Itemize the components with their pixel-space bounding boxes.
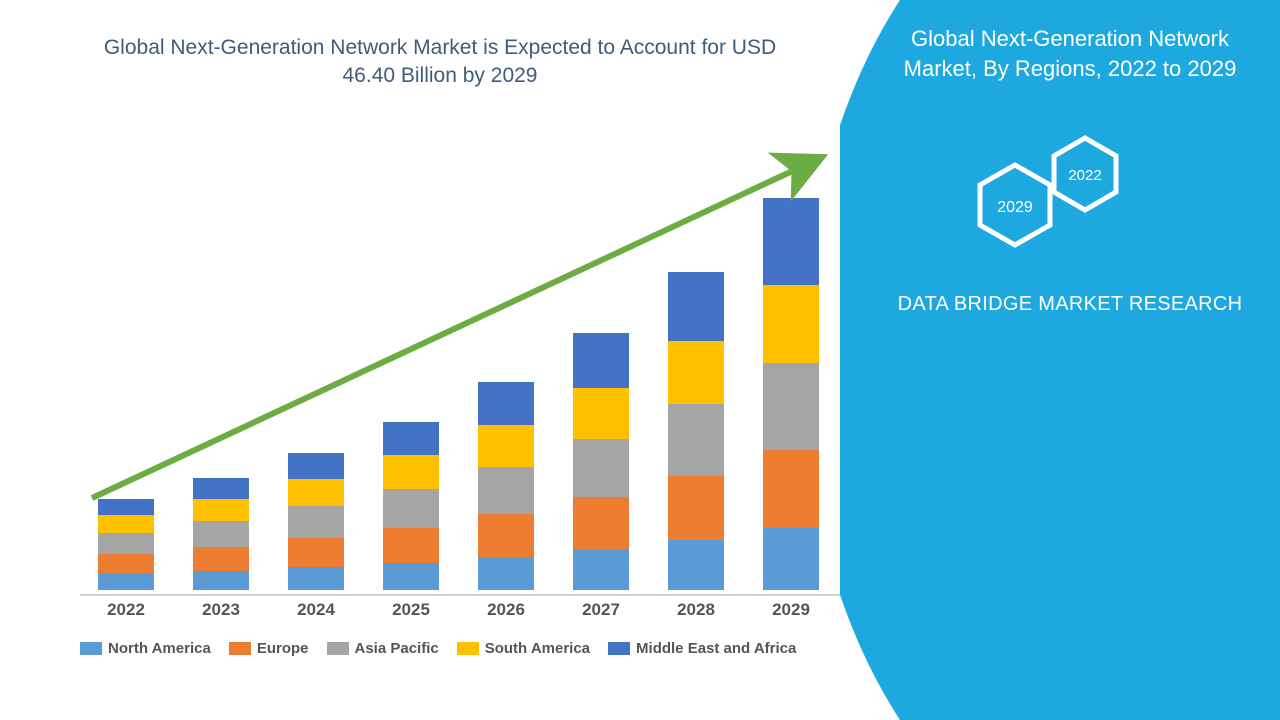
xlabel-2024: 2024 [276,600,356,620]
page: Global Next-Generation Network Market, B… [0,0,1280,720]
bars-container [80,150,840,590]
hex-2029-label: 2029 [997,199,1033,216]
side-brand: DATA BRIDGE MARKET RESEARCH [880,290,1260,318]
bar-seg-north-america [288,567,344,590]
bar-seg-north-america [573,550,629,590]
side-panel-title: Global Next-Generation Network Market, B… [880,24,1260,83]
bar-2025 [383,422,439,590]
xlabel-2029: 2029 [751,600,831,620]
bar-seg-europe [98,554,154,573]
xlabel-2022: 2022 [86,600,166,620]
hex-2022-label: 2022 [1068,167,1101,184]
bar-2029 [763,198,819,590]
bar-seg-middle-east-and-africa [98,499,154,516]
legend-item-asia-pacific: Asia Pacific [327,640,439,657]
bar-seg-south-america [573,388,629,439]
bar-seg-north-america [763,528,819,590]
xlabel-2025: 2025 [371,600,451,620]
bar-seg-asia-pacific [763,363,819,450]
bar-seg-south-america [98,515,154,533]
bar-seg-middle-east-and-africa [763,198,819,285]
bar-seg-south-america [668,341,724,404]
legend-swatch [608,642,630,655]
bar-2022 [98,499,154,591]
bar-seg-europe [573,497,629,550]
bar-seg-north-america [98,573,154,590]
legend-item-middle-east-and-africa: Middle East and Africa [608,640,796,657]
bar-seg-europe [478,514,534,557]
bar-seg-middle-east-and-africa [668,272,724,341]
bar-seg-south-america [383,455,439,488]
legend-swatch [327,642,349,655]
bar-seg-europe [193,547,249,571]
legend-item-south-america: South America [457,640,590,657]
side-curve [840,0,1280,720]
legend-swatch [229,642,251,655]
bar-2023 [193,478,249,590]
bar-seg-asia-pacific [668,404,724,475]
xlabel-2026: 2026 [466,600,546,620]
bar-seg-north-america [383,563,439,590]
legend: North America Europe Asia Pacific South Ame… [80,640,860,657]
bar-2027 [573,333,629,590]
bar-seg-europe [763,450,819,527]
x-labels: 2022 2023 2024 2025 2026 2027 2028 2029 [80,596,840,620]
bar-seg-north-america [193,571,249,590]
legend-label: North America [108,640,211,657]
bar-2028 [668,272,724,590]
bar-seg-asia-pacific [193,521,249,547]
legend-item-north-america: North America [80,640,211,657]
chart: Global Next-Generation Network Market is… [40,20,840,700]
xlabel-2028: 2028 [656,600,736,620]
bar-seg-asia-pacific [288,506,344,538]
xlabel-2023: 2023 [181,600,261,620]
bar-seg-middle-east-and-africa [288,453,344,479]
chart-title: Global Next-Generation Network Market is… [80,34,800,91]
legend-swatch [80,642,102,655]
bar-seg-north-america [668,540,724,590]
legend-label: Middle East and Africa [636,640,796,657]
hex-2029: 2029 [980,165,1050,245]
bar-seg-asia-pacific [573,439,629,497]
bar-seg-asia-pacific [98,533,154,554]
bar-seg-asia-pacific [478,467,534,515]
hex-badges: 2029 2022 [960,130,1180,270]
legend-item-europe: Europe [229,640,309,657]
bar-seg-middle-east-and-africa [383,422,439,455]
side-panel: Global Next-Generation Network Market, B… [840,0,1280,720]
bar-seg-middle-east-and-africa [573,333,629,388]
bar-2024 [288,453,344,590]
legend-label: Asia Pacific [355,640,439,657]
xlabel-2027: 2027 [561,600,641,620]
legend-label: South America [485,640,590,657]
bar-seg-south-america [478,425,534,466]
bar-seg-europe [383,528,439,563]
bar-seg-europe [668,476,724,540]
bar-seg-south-america [288,479,344,506]
bar-seg-south-america [193,499,249,521]
bar-seg-asia-pacific [383,489,439,528]
bar-seg-middle-east-and-africa [193,478,249,499]
bar-seg-north-america [478,557,534,590]
bar-2026 [478,382,534,590]
bar-seg-south-america [763,285,819,363]
legend-swatch [457,642,479,655]
legend-label: Europe [257,640,309,657]
plot-area [80,150,840,590]
bar-seg-middle-east-and-africa [478,382,534,425]
hex-2022: 2022 [1054,138,1116,210]
bar-seg-europe [288,538,344,567]
